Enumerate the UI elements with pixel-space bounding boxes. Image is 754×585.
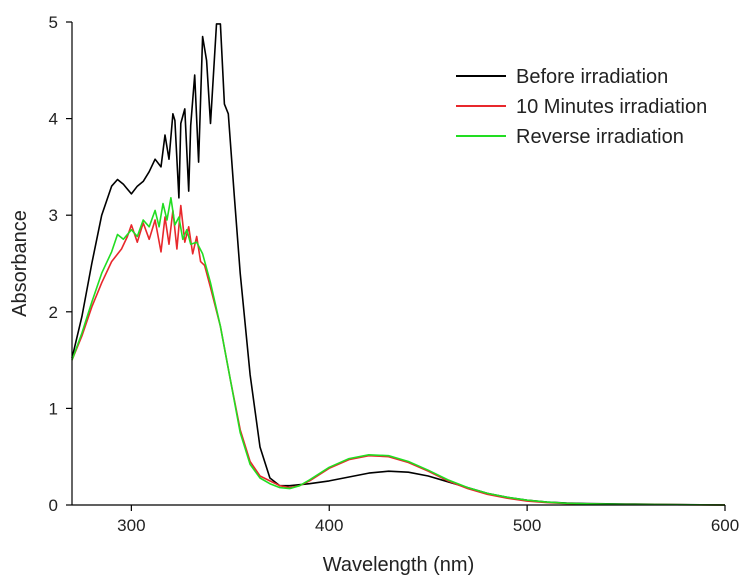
y-tick-label: 5 [49, 13, 58, 32]
x-axis-title: Wavelength (nm) [323, 554, 475, 576]
y-tick-label: 3 [49, 206, 58, 225]
series-line-2 [71, 204, 726, 506]
y-axis-title: Absorbance [9, 210, 31, 317]
x-tick-label: 400 [315, 516, 343, 535]
plot-area [71, 23, 726, 506]
y-tick-label: 2 [49, 303, 58, 322]
y-tick-label: 0 [49, 496, 58, 515]
tick-labels: 300 400 500 600 0 1 2 3 4 5 [49, 13, 740, 535]
x-tick-label: 600 [711, 516, 739, 535]
legend-label-3: Reverse irradiation [516, 126, 684, 148]
x-tick-label: 500 [513, 516, 541, 535]
legend-label-1: Before irradiation [516, 66, 668, 88]
legend: Before irradiation 10 Minutes irradiation… [456, 66, 707, 148]
legend-label-2: 10 Minutes irradiation [516, 96, 707, 118]
axes [66, 21, 726, 511]
y-tick-label: 1 [49, 399, 58, 418]
y-tick-label: 4 [49, 110, 58, 129]
series-line-3 [71, 197, 726, 506]
x-tick-label: 300 [117, 516, 145, 535]
